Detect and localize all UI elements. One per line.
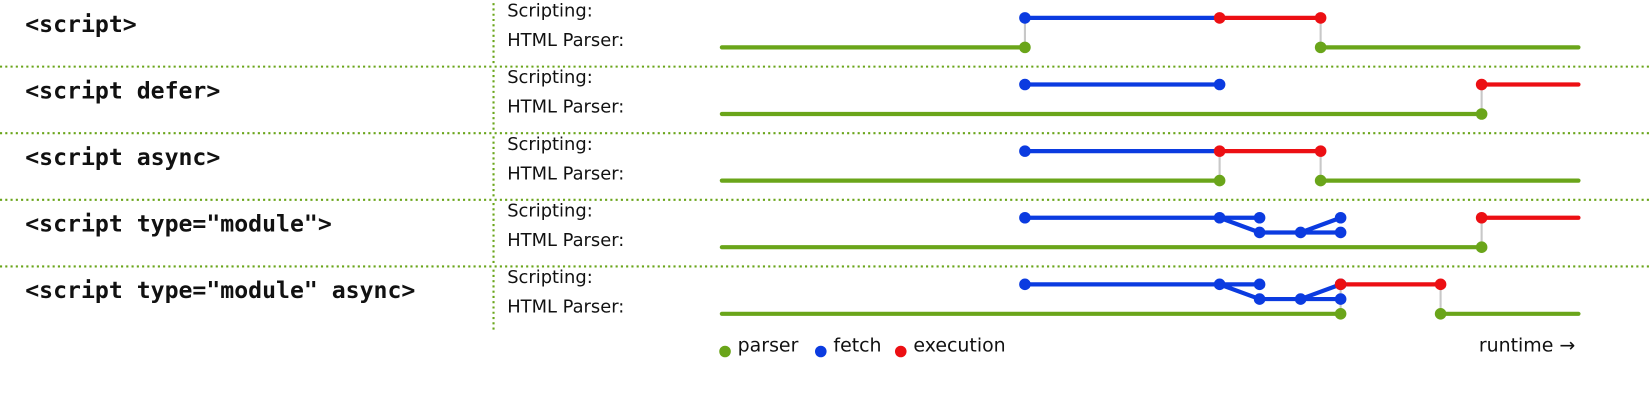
point [1253,211,1266,224]
lane-label: Scripting: [507,267,593,288]
row-label: <script defer> [25,78,220,104]
row-label: <script> [25,12,136,38]
fetch-line [1217,215,1262,235]
legend-label: parser [738,335,799,357]
point [1334,211,1347,224]
point [1019,145,1031,157]
row-label: <script async> [25,145,220,171]
point [1019,278,1031,291]
runtime-note: runtime → [1479,335,1575,357]
lane-label: HTML Parser: [507,296,624,317]
point [1253,293,1266,305]
row-label: <script type="module"> [25,212,332,238]
point [1434,278,1447,291]
lane-label: HTML Parser: [507,97,624,118]
lane-label: Scripting: [507,200,593,221]
legend-label: execution [913,335,1005,357]
point [894,345,907,358]
point [1213,12,1226,24]
lane-label: Scripting: [507,67,593,88]
point [1334,308,1347,320]
point [1475,108,1488,120]
point [1475,211,1488,224]
row-label: <script type="module" async> [25,278,415,304]
point [1314,174,1327,187]
point [1019,41,1031,54]
point [1434,308,1447,320]
point [1294,293,1307,305]
fetch-line [1298,215,1343,235]
point [1314,145,1327,157]
lane-label: Scripting: [507,134,593,155]
point [1213,78,1226,91]
point [1334,226,1347,239]
point [1213,278,1226,291]
point [1213,174,1226,187]
point [1213,211,1226,224]
point [1253,226,1266,239]
point [1213,145,1226,157]
point [1294,226,1307,239]
point [815,345,827,358]
point [1019,78,1031,91]
lane-label: HTML Parser: [507,30,624,51]
lane-label: HTML Parser: [507,230,624,251]
point [1019,12,1031,24]
point [719,345,731,358]
lane-label: Scripting: [507,1,593,22]
legend-label: fetch [833,335,881,357]
point [1475,241,1488,253]
point [1253,278,1266,291]
point [1475,78,1488,91]
lane-label: HTML Parser: [507,163,624,184]
point [1314,41,1327,54]
point [1334,278,1347,291]
fetch-line [1298,282,1343,302]
point [1314,12,1327,24]
point [1019,211,1031,224]
point [1334,293,1347,305]
fetch-line [1217,282,1262,302]
